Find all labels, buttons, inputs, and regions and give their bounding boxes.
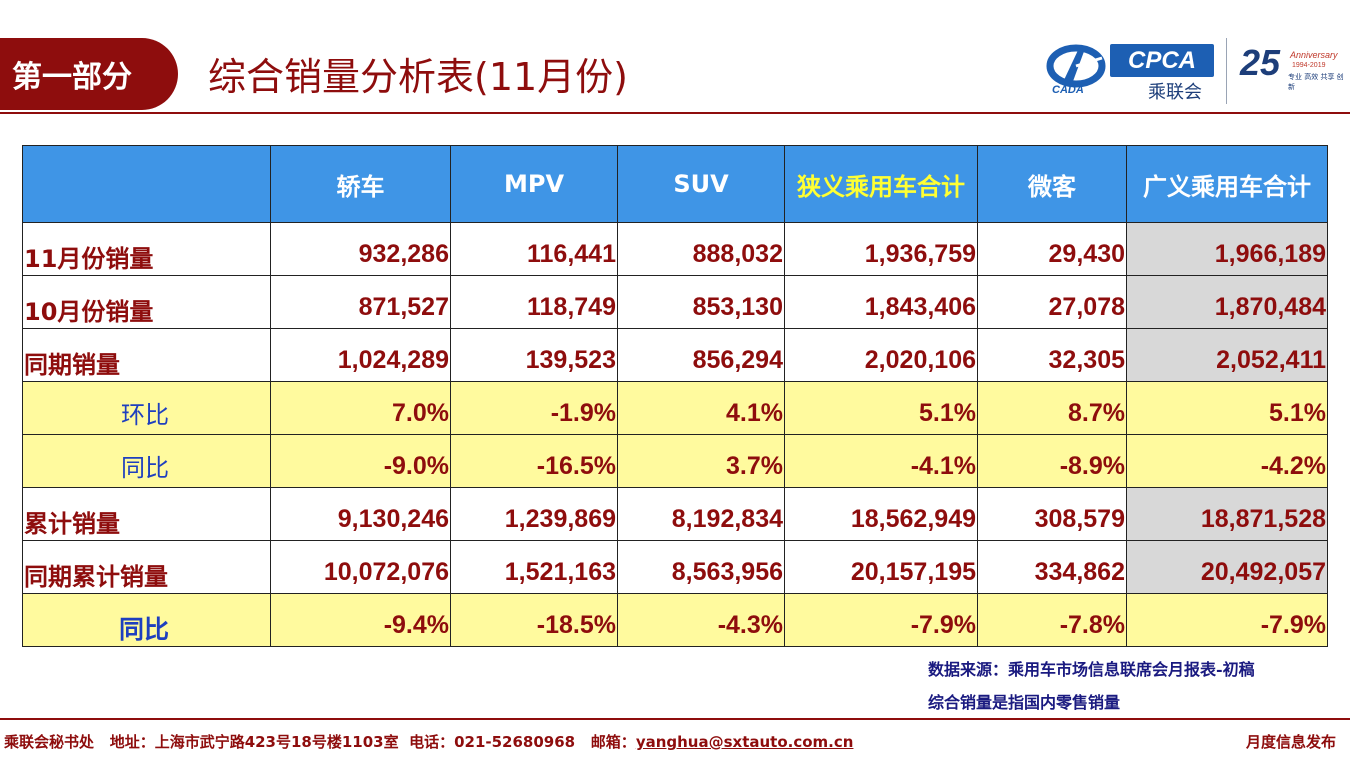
row-label: 同期销量 — [22, 328, 271, 382]
table-cell: -18.5% — [450, 593, 618, 647]
header-divider — [0, 112, 1350, 114]
definition-note: 综合销量是指国内零售销量 — [928, 693, 1121, 712]
table-cell: 8,563,956 — [617, 540, 785, 594]
table-row: 累计销量 9,130,246 1,239,869 8,192,834 18,562,94… — [22, 487, 1328, 541]
table-cell: 932,286 — [270, 222, 451, 276]
table-cell: -9.4% — [270, 593, 451, 647]
table-cell: -1.9% — [450, 381, 618, 435]
table-cell: 1,024,289 — [270, 328, 451, 382]
table-row: 环比 7.0% -1.9% 4.1% 5.1% 8.7% 5.1% — [22, 381, 1328, 435]
table-cell: 1,521,163 — [450, 540, 618, 594]
table-cell: 116,441 — [450, 222, 618, 276]
table-cell: 20,492,057 — [1126, 540, 1328, 594]
cada-logo-text: CADA — [1052, 84, 1084, 96]
anniversary-text: Anniversary — [1290, 50, 1338, 60]
table-cell: 856,294 — [617, 328, 785, 382]
row-label: 累计销量 — [22, 487, 271, 541]
logo-divider — [1226, 38, 1227, 104]
table-cell: 3.7% — [617, 434, 785, 488]
row-label: 同比 — [22, 434, 271, 488]
footer-address: 地址：上海市武宁路423号18号楼1103室 — [109, 733, 399, 751]
table-cell: 1,870,484 — [1126, 275, 1328, 329]
table-cell: 29,430 — [977, 222, 1127, 276]
cada-logo-icon — [1046, 44, 1106, 88]
table-cell: -4.3% — [617, 593, 785, 647]
table-cell: 1,843,406 — [784, 275, 978, 329]
anniversary-tagline: 专业 高效 共享 创新 — [1288, 73, 1344, 91]
table-cell: 118,749 — [450, 275, 618, 329]
header-cell-suv: SUV — [617, 145, 785, 223]
header-cell-mpv: MPV — [450, 145, 618, 223]
table-cell: 1,936,759 — [784, 222, 978, 276]
table-row: 10月份销量 871,527 118,749 853,130 1,843,406 27,0… — [22, 275, 1328, 329]
row-label: 10月份销量 — [22, 275, 271, 329]
data-source-note: 数据来源：乘用车市场信息联席会月报表-初稿 — [928, 660, 1255, 679]
table-row: 同比 -9.4% -18.5% -4.3% -7.9% -7.8% -7.9% — [22, 593, 1328, 647]
table-cell: 18,871,528 — [1126, 487, 1328, 541]
footer-email-link[interactable]: yanghua@sxtauto.com.cn — [635, 733, 854, 751]
table-cell: 2,020,106 — [784, 328, 978, 382]
table-header-row: 轿车 MPV SUV 狭义乘用车合计 微客 广义乘用车合计 — [22, 145, 1328, 223]
table-cell: 871,527 — [270, 275, 451, 329]
table-cell: 8,192,834 — [617, 487, 785, 541]
table-cell: 1,966,189 — [1126, 222, 1328, 276]
cpca-logo: CPCA — [1110, 44, 1214, 77]
footer-contact: 乘联会秘书处 地址：上海市武宁路423号18号楼1103室 电话：021-526… — [4, 731, 853, 752]
row-label: 同比 — [22, 593, 271, 647]
table-cell: 2,052,411 — [1126, 328, 1328, 382]
footer-divider — [0, 718, 1350, 720]
table-cell: 1,239,869 — [450, 487, 618, 541]
row-label: 同期累计销量 — [22, 540, 271, 594]
section-label: 第一部分 — [12, 60, 132, 95]
table-cell: 5.1% — [784, 381, 978, 435]
cpca-logo-cn: 乘联会 — [1148, 82, 1202, 103]
table-cell: 9,130,246 — [270, 487, 451, 541]
table-cell: -9.0% — [270, 434, 451, 488]
table-cell: 308,579 — [977, 487, 1127, 541]
row-label: 11月份销量 — [22, 222, 271, 276]
table-cell: 139,523 — [450, 328, 618, 382]
table-cell: 4.1% — [617, 381, 785, 435]
table-cell: 334,862 — [977, 540, 1127, 594]
footer-org: 乘联会秘书处 — [4, 733, 95, 751]
table-cell: -7.9% — [1126, 593, 1328, 647]
footer-email-label: 邮箱： — [590, 733, 636, 751]
table-cell: 18,562,949 — [784, 487, 978, 541]
page-title: 综合销量分析表(11月份) — [208, 55, 629, 99]
header-cell-broad-total: 广义乘用车合计 — [1126, 145, 1328, 223]
header-cell-blank — [22, 145, 271, 223]
table-row: 11月份销量 932,286 116,441 888,032 1,936,759 29,4… — [22, 222, 1328, 276]
table-row: 同期销量 1,024,289 139,523 856,294 2,020,106 32,3… — [22, 328, 1328, 382]
table-cell: 7.0% — [270, 381, 451, 435]
table-cell: -7.9% — [784, 593, 978, 647]
table-cell: 8.7% — [977, 381, 1127, 435]
footer-phone: 电话：021-52680968 — [409, 733, 576, 751]
table-cell: 5.1% — [1126, 381, 1328, 435]
header-cell-minivan: 微客 — [977, 145, 1127, 223]
table-cell: -16.5% — [450, 434, 618, 488]
table-cell: -4.1% — [784, 434, 978, 488]
anniversary-logo: 25 — [1240, 42, 1281, 83]
table-cell: 888,032 — [617, 222, 785, 276]
table-cell: -4.2% — [1126, 434, 1328, 488]
table-row: 同期累计销量 10,072,076 1,521,163 8,563,956 20,157… — [22, 540, 1328, 594]
table-cell: 20,157,195 — [784, 540, 978, 594]
table-cell: -7.8% — [977, 593, 1127, 647]
table-cell: -8.9% — [977, 434, 1127, 488]
header-cell-sedan: 轿车 — [270, 145, 451, 223]
table-cell: 853,130 — [617, 275, 785, 329]
table-cell: 10,072,076 — [270, 540, 451, 594]
table-row: 同比 -9.0% -16.5% 3.7% -4.1% -8.9% -4.2% — [22, 434, 1328, 488]
footer-release: 月度信息发布 — [1245, 733, 1336, 751]
row-label: 环比 — [22, 381, 271, 435]
sales-analysis-table: 轿车 MPV SUV 狭义乘用车合计 微客 广义乘用车合计 11月份销量 932,… — [22, 145, 1328, 647]
table-cell: 32,305 — [977, 328, 1127, 382]
header-cell-narrow-total: 狭义乘用车合计 — [784, 145, 978, 223]
anniversary-years: 1994-2019 — [1292, 62, 1326, 69]
table-cell: 27,078 — [977, 275, 1127, 329]
section-tab: 第一部分 — [0, 38, 178, 110]
